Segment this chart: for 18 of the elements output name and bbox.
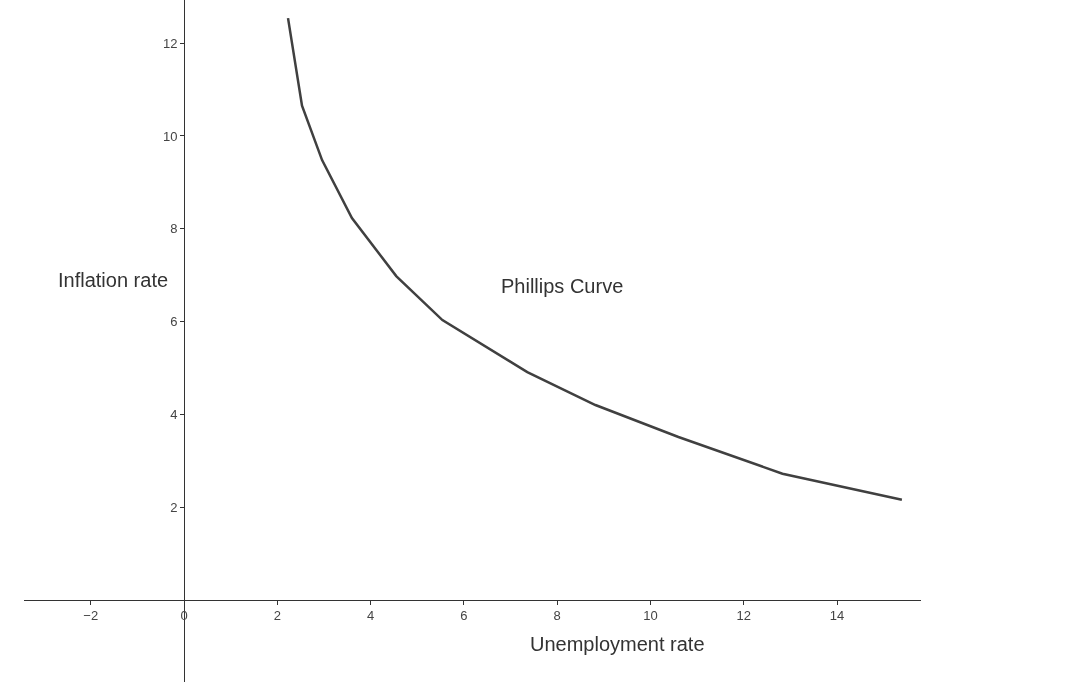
y-tick-label: 6 <box>170 314 178 330</box>
x-tick-label: 6 <box>460 608 468 624</box>
y-tick-label: 4 <box>170 406 178 422</box>
x-tick-label: 8 <box>553 608 561 624</box>
y-tick-label: 10 <box>162 128 178 144</box>
y-axis-title: Inflation rate <box>58 269 169 291</box>
x-tick-label: 4 <box>366 608 375 624</box>
annotation: Phillips Curve <box>501 275 624 297</box>
x-axis-title: Unemployment rate <box>530 633 705 655</box>
x-tick-label: 10 <box>643 608 658 624</box>
y-tick-label: 2 <box>170 499 178 515</box>
x-tick-label: −2 <box>83 608 99 624</box>
line-series <box>286 16 904 501</box>
x-tick-label: 2 <box>273 608 281 624</box>
x-tick-label: 14 <box>829 608 845 624</box>
y-tick-label: 8 <box>170 221 178 237</box>
y-tick-label: 12 <box>162 35 178 51</box>
x-tick-label: 12 <box>736 608 751 624</box>
